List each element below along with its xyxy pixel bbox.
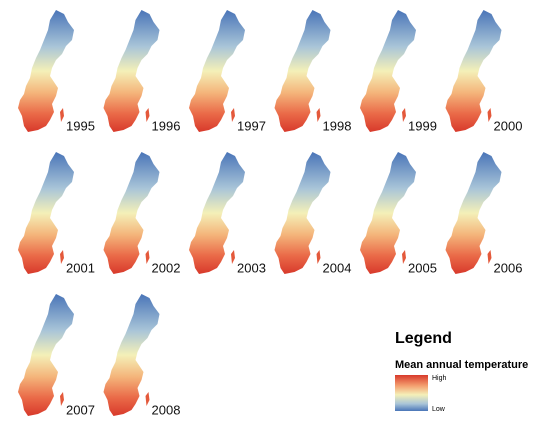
legend-subtitle: Mean annual temperature bbox=[395, 359, 528, 371]
year-label: 1996 bbox=[152, 118, 181, 133]
map-panel: 2000 bbox=[445, 10, 523, 133]
legend-title: Legend bbox=[395, 330, 452, 347]
map-panel: 1998 bbox=[274, 10, 352, 133]
map bbox=[103, 10, 160, 132]
map bbox=[445, 10, 502, 132]
map bbox=[18, 10, 74, 132]
map-panel: 2003 bbox=[189, 152, 266, 275]
map bbox=[18, 152, 74, 274]
legend-low: Low bbox=[432, 406, 446, 413]
map-panel: 1997 bbox=[189, 10, 266, 133]
map-panel: 2001 bbox=[18, 152, 95, 275]
map bbox=[189, 10, 245, 132]
year-label: 2004 bbox=[323, 260, 352, 275]
year-label: 2006 bbox=[494, 260, 523, 275]
map bbox=[274, 152, 331, 274]
map bbox=[445, 152, 502, 274]
map-panel: 2002 bbox=[103, 152, 181, 275]
year-label: 2001 bbox=[66, 260, 95, 275]
legend-high: High bbox=[432, 375, 447, 382]
year-label: 1999 bbox=[408, 118, 437, 133]
map-panel: 1996 bbox=[103, 10, 181, 133]
map bbox=[189, 152, 245, 274]
map bbox=[360, 152, 416, 274]
year-label: 2008 bbox=[152, 402, 181, 417]
map-panel: 2005 bbox=[360, 152, 437, 275]
year-label: 1998 bbox=[323, 118, 352, 133]
legend-ramp bbox=[395, 375, 428, 411]
year-label: 1995 bbox=[66, 118, 95, 133]
year-label: 2002 bbox=[152, 260, 181, 275]
map bbox=[274, 10, 331, 132]
year-label: 2007 bbox=[66, 402, 95, 417]
year-label: 2003 bbox=[237, 260, 266, 275]
map-panel: 2008 bbox=[103, 294, 181, 417]
year-label: 2000 bbox=[494, 118, 523, 133]
map-panel: 1999 bbox=[360, 10, 437, 133]
map-panel: 2006 bbox=[445, 152, 523, 275]
year-label: 1997 bbox=[237, 118, 266, 133]
map-panel: 1995 bbox=[18, 10, 95, 133]
map bbox=[18, 294, 74, 416]
year-label: 2005 bbox=[408, 260, 437, 275]
legend: Legend Mean annual temperature High Low bbox=[395, 330, 528, 413]
map-panel: 2007 bbox=[18, 294, 95, 417]
map-panel: 2004 bbox=[274, 152, 352, 275]
map bbox=[103, 294, 160, 416]
map bbox=[360, 10, 416, 132]
map bbox=[103, 152, 160, 274]
